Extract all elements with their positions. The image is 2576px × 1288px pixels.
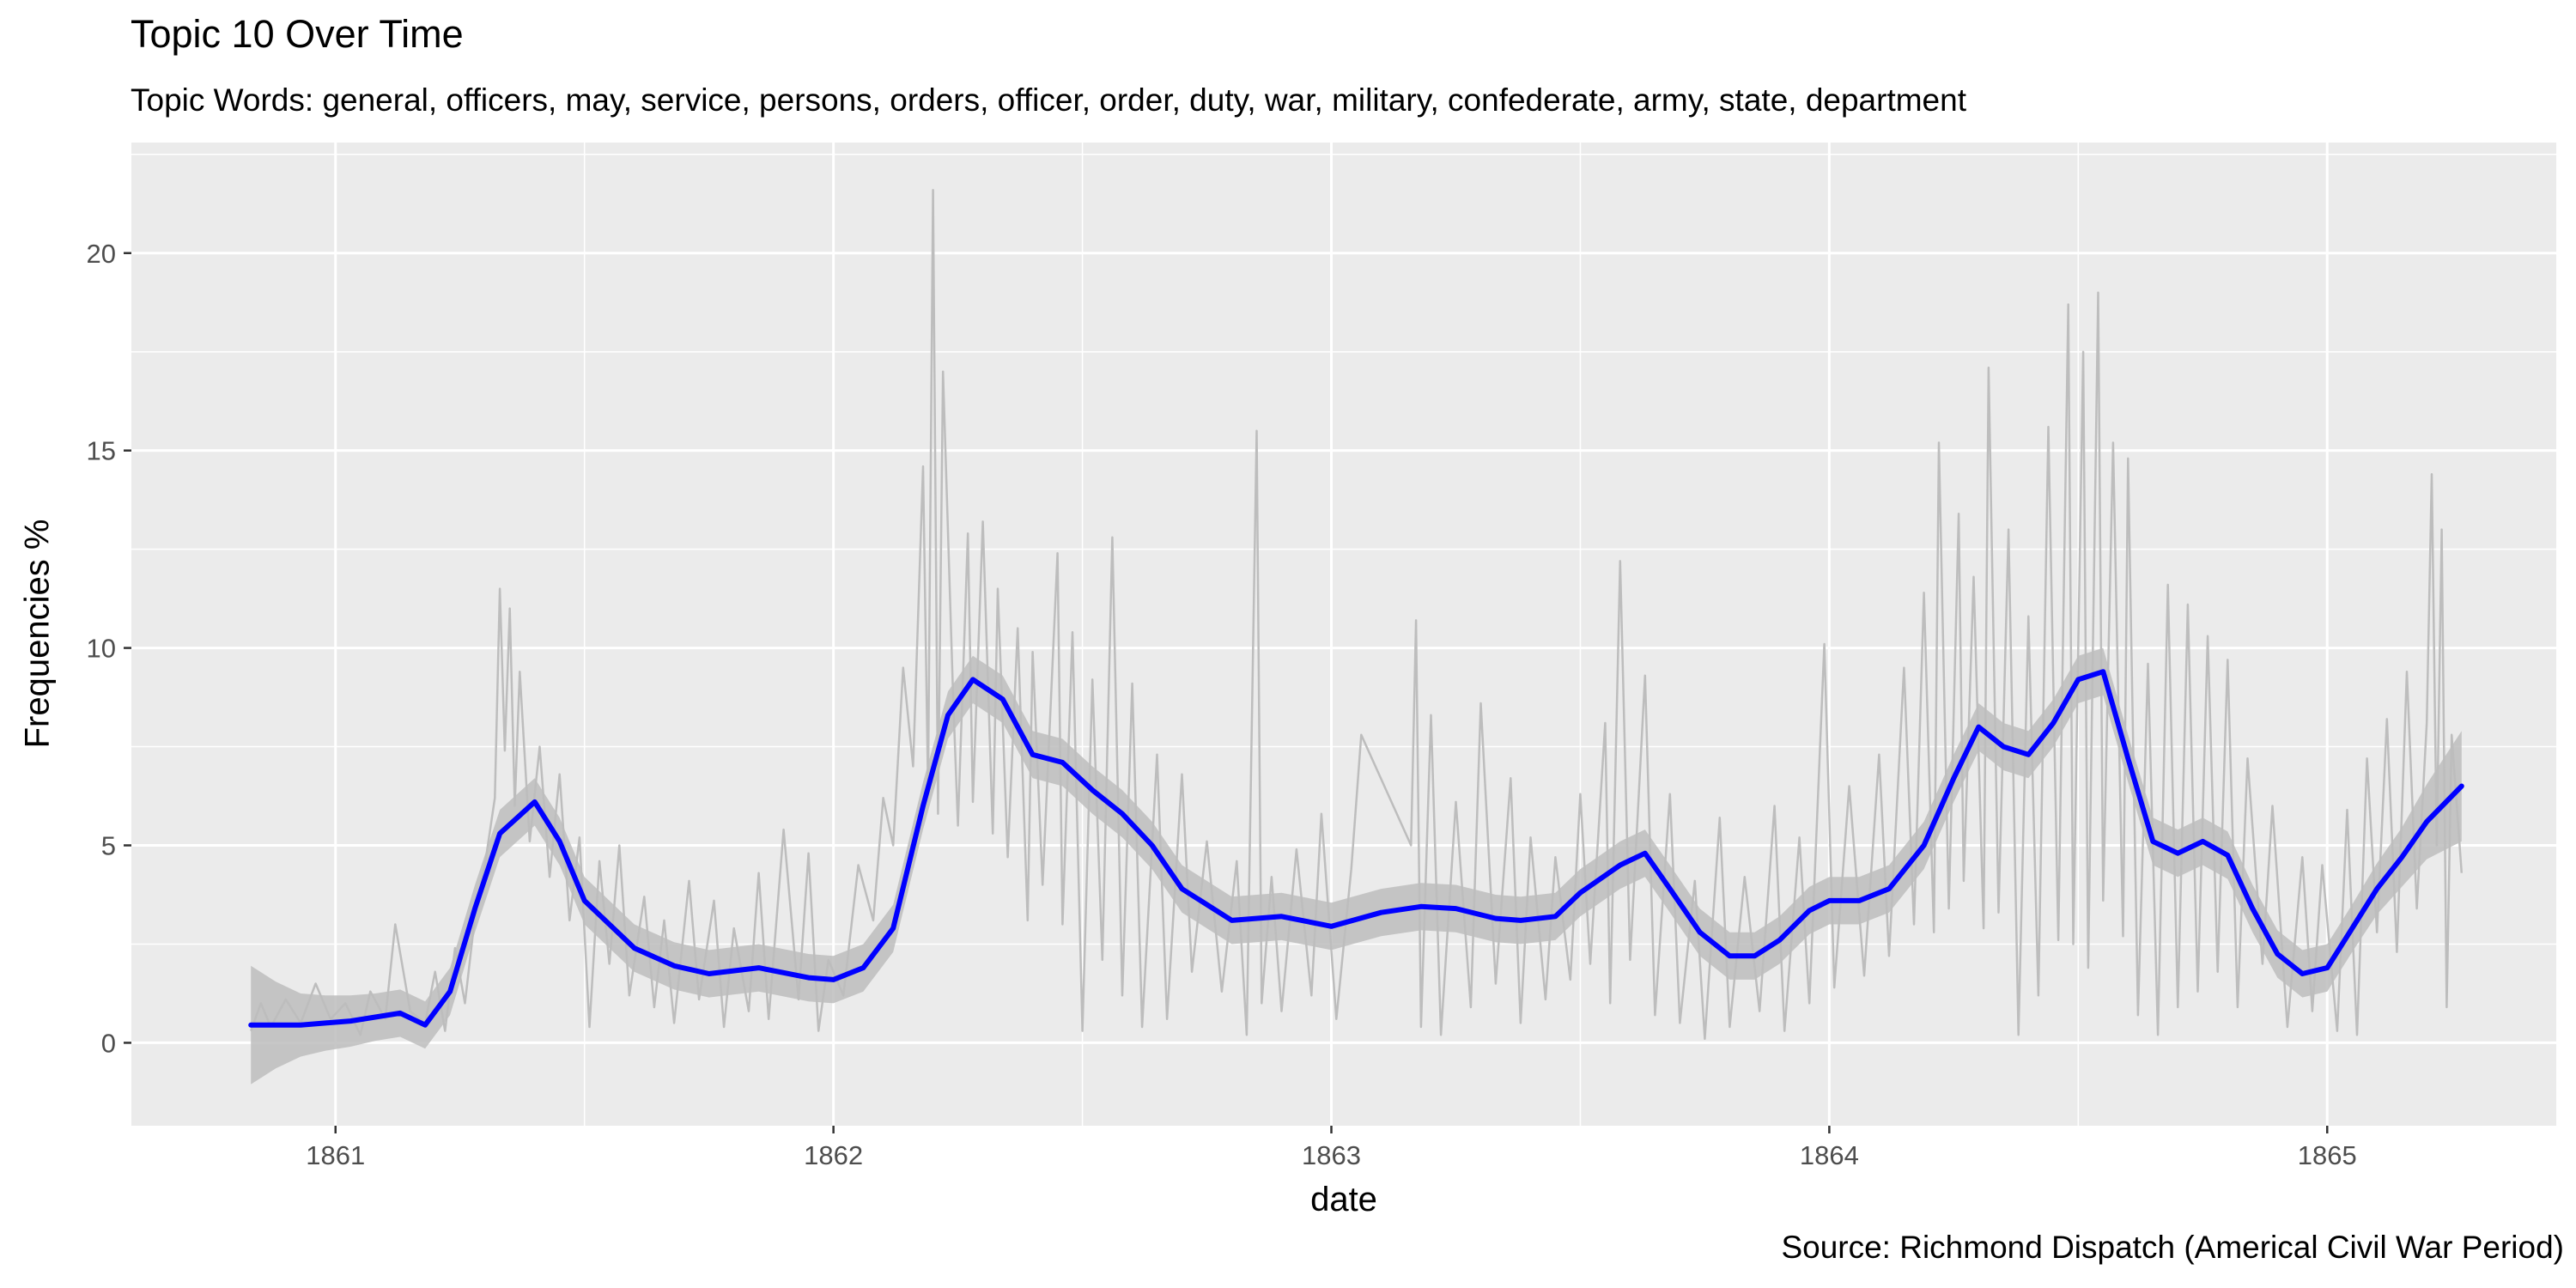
plot-panel	[131, 143, 2556, 1126]
x-axis: 1861 1862 1863 1864 1865	[306, 1126, 2357, 1170]
x-tick-label: 1861	[306, 1140, 365, 1170]
y-axis-label: Frequencies %	[18, 519, 57, 749]
y-axis: 0 5 10 15 20	[87, 239, 131, 1058]
chart-subtitle: Topic Words: general, officers, may, ser…	[131, 82, 1966, 118]
y-tick-label: 5	[101, 831, 116, 861]
x-tick-label: 1865	[2298, 1140, 2357, 1170]
x-tick-label: 1863	[1302, 1140, 1361, 1170]
x-axis-label: date	[1310, 1181, 1377, 1218]
raw-frequency-line	[250, 188, 2464, 1041]
smoothed-trend-line	[248, 669, 2464, 1028]
x-tick-label: 1864	[1800, 1140, 1859, 1170]
y-tick-label: 0	[101, 1028, 116, 1058]
raw-series-layer	[250, 188, 2464, 1041]
chart-caption: Source: Richmond Dispatch (Americal Civi…	[1781, 1230, 2564, 1265]
y-tick-label: 15	[87, 436, 116, 466]
smooth-series-layer	[248, 669, 2464, 1028]
x-tick-label: 1862	[804, 1140, 863, 1170]
y-tick-label: 20	[87, 239, 116, 269]
y-tick-label: 10	[87, 634, 116, 664]
chart-title: Topic 10 Over Time	[131, 12, 464, 56]
grid-minor	[131, 143, 2556, 1126]
